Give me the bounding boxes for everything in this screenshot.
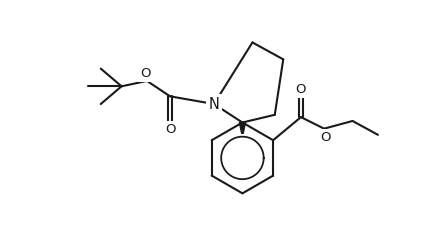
Text: O: O xyxy=(165,123,175,136)
Text: O: O xyxy=(296,83,306,96)
Text: N: N xyxy=(209,97,220,112)
Text: O: O xyxy=(140,67,150,80)
Text: O: O xyxy=(320,131,331,144)
Polygon shape xyxy=(239,123,246,133)
